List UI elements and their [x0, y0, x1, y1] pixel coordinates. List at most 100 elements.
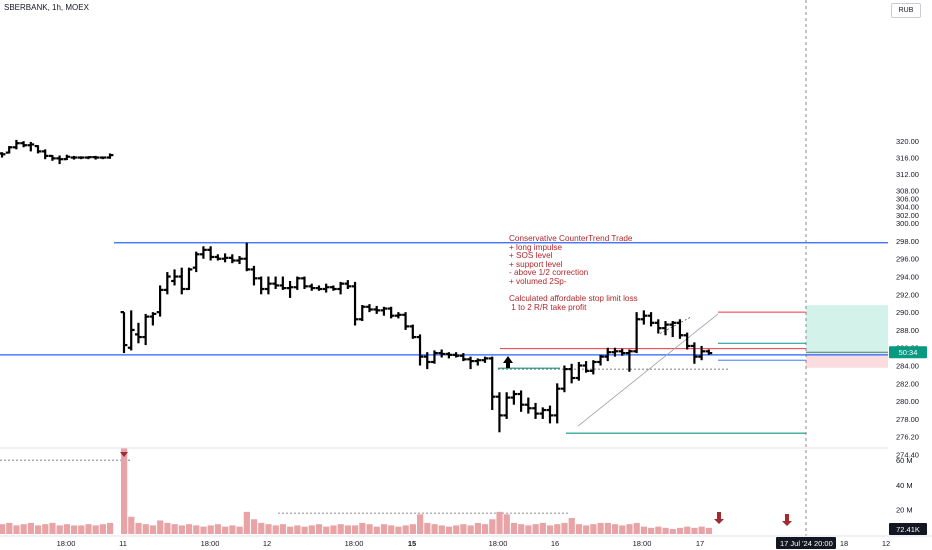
volume-bar	[590, 524, 597, 534]
volume-bar	[417, 514, 424, 534]
volume-tick-label: 20 M	[896, 505, 913, 514]
price-tick-label: 274.40	[896, 451, 919, 460]
price-tick-label: 290.00	[896, 308, 919, 317]
ohlc-bar	[178, 267, 186, 295]
ohlc-bar	[142, 313, 150, 346]
ohlc-bar	[250, 265, 258, 286]
ohlc-bar	[380, 306, 388, 316]
volume-bar	[395, 526, 402, 534]
volume-bar	[330, 525, 337, 534]
ohlc-bar	[445, 352, 453, 359]
ohlc-bar	[49, 154, 56, 161]
price-tick-label: 320.00	[896, 137, 919, 146]
volume-bar	[308, 525, 315, 534]
ohlc-bar	[236, 256, 243, 265]
crosshair-time-label: 20:00	[814, 539, 833, 548]
volume-bar	[554, 524, 561, 534]
ohlc-bar	[135, 322, 142, 344]
price-tick-label: 296.00	[896, 255, 919, 264]
volume-bar	[315, 524, 323, 534]
ohlc-bar	[85, 156, 92, 160]
volume-bar	[250, 519, 258, 534]
ohlc-bar	[214, 254, 222, 261]
volume-bar	[222, 526, 229, 534]
price-tick-label: 282.00	[896, 379, 919, 388]
volume-bar	[265, 524, 272, 534]
volume-bar	[575, 524, 583, 534]
volume-bar	[92, 525, 99, 534]
ohlc-bar	[510, 390, 518, 405]
volume-bar	[626, 524, 633, 534]
ohlc-bar	[604, 347, 612, 362]
time-tick-label: 18:00	[489, 539, 508, 548]
volume-bar	[431, 524, 438, 534]
volume-bar	[380, 524, 388, 534]
volume-bar	[56, 525, 63, 534]
volume-bar	[193, 525, 200, 534]
volume-bar	[164, 522, 171, 534]
time-tick-label: 16	[551, 539, 559, 548]
ohlc-bar	[127, 310, 135, 351]
ohlc-bar	[221, 253, 229, 263]
current-price-badge: 50:34	[899, 348, 918, 357]
price-tick-label: 288.00	[896, 326, 919, 335]
volume-bar	[78, 525, 85, 534]
ohlc-bar	[387, 306, 395, 319]
volume-bar	[107, 522, 114, 534]
volume-bar	[229, 525, 236, 534]
ohlc-bar	[207, 246, 215, 261]
volume-bar	[352, 525, 359, 534]
ohlc-bar	[626, 349, 633, 372]
ohlc-bar	[92, 155, 99, 160]
ohlc-bar	[438, 349, 446, 358]
price-tick-label: 298.00	[896, 237, 919, 246]
ohlc-bar	[34, 144, 42, 154]
ohlc-bar	[589, 360, 597, 375]
annotation-line: - above 1/2 correction	[509, 268, 589, 278]
volume-bar	[185, 524, 193, 534]
volume-tick-label: 40 M	[896, 481, 913, 490]
volume-signal-arrow-icon	[782, 514, 792, 526]
ohlc-bar	[611, 347, 619, 357]
ohlc-bar	[272, 276, 280, 289]
volume-bar	[489, 519, 496, 534]
volume-bar	[467, 525, 474, 534]
volume-bar	[445, 526, 453, 534]
ohlc-bar	[351, 281, 359, 326]
volume-bar	[258, 522, 265, 534]
ohlc-bar	[41, 149, 49, 160]
volume-bar	[366, 524, 373, 534]
volume-bar	[207, 525, 214, 534]
ohlc-bar	[56, 155, 63, 165]
ohlc-bar	[561, 365, 568, 393]
volume-bar	[287, 526, 294, 534]
ohlc-bar	[286, 280, 294, 298]
ohlc-bar	[171, 269, 178, 286]
crosshair-date-label: 17 Jul '24	[780, 539, 812, 548]
volume-bar	[604, 522, 611, 534]
currency-button[interactable]: RUB	[891, 3, 921, 18]
ohlc-bar	[409, 324, 417, 339]
volume-bar	[35, 525, 42, 534]
volume-bar	[135, 522, 142, 534]
time-tick-label: 15	[408, 539, 416, 548]
volume-bar	[294, 525, 301, 534]
volume-bar	[684, 526, 691, 534]
ohlc-bar	[265, 276, 272, 295]
volume-bar	[482, 524, 489, 534]
volume-signal-arrow-icon	[714, 512, 724, 524]
ohlc-bar	[553, 383, 561, 424]
volume-bar	[453, 525, 460, 534]
price-axis-panel	[888, 0, 932, 550]
ohlc-bar	[654, 319, 662, 334]
volume-bar	[301, 526, 308, 534]
annotation-line: 1 to 2 R/R take profit	[509, 302, 587, 312]
ohlc-bar	[13, 139, 20, 150]
volume-bar	[597, 522, 604, 534]
ticker-label: SBERBANK, 1h, MOEX	[4, 3, 89, 12]
price-tick-label: 302.00	[896, 211, 919, 220]
volume-tick-label: 60 M	[896, 456, 913, 465]
ohlc-bar	[322, 283, 330, 293]
price-tick-label: 304.00	[896, 203, 919, 212]
